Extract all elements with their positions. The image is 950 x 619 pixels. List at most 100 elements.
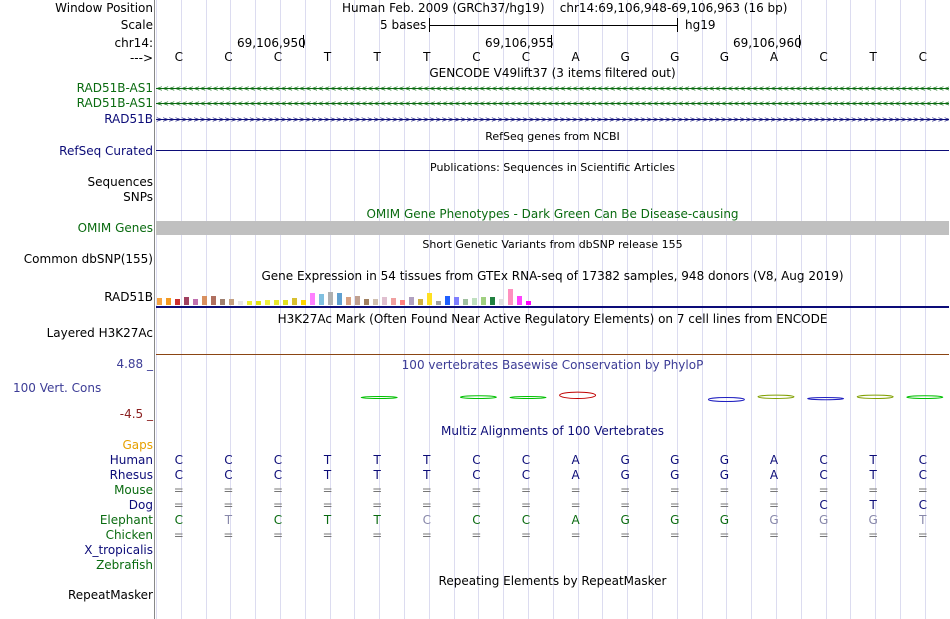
publications-label-sequences[interactable]: Sequences xyxy=(87,175,153,189)
gtex-bar[interactable] xyxy=(418,299,423,305)
gtex-bar[interactable] xyxy=(175,299,180,305)
gtex-bar[interactable] xyxy=(301,300,306,305)
gtex-bar[interactable] xyxy=(508,289,513,305)
multiz-species-label[interactable]: Chicken xyxy=(105,528,153,542)
phylop-mark[interactable] xyxy=(559,391,597,399)
h3k27ac-title: H3K27Ac Mark (Often Found Near Active Re… xyxy=(277,312,828,326)
phylop-mark[interactable] xyxy=(807,397,845,401)
multiz-base: G xyxy=(818,513,829,527)
omim-bar[interactable] xyxy=(156,221,949,235)
gtex-bar[interactable] xyxy=(256,301,261,305)
multiz-base: = xyxy=(669,483,680,497)
gencode-track-1[interactable]: <<<<<<<<<<<<<<<<<<<<<<<<<<<<<<<<<<<<<<<<… xyxy=(156,84,949,93)
gtex-bar[interactable] xyxy=(166,298,171,305)
dbsnp-label[interactable]: Common dbSNP(155) xyxy=(23,252,153,266)
grid-line xyxy=(280,0,281,619)
gtex-bar[interactable] xyxy=(364,299,369,305)
gtex-bar[interactable] xyxy=(193,299,198,305)
gtex-bar[interactable] xyxy=(265,300,270,305)
omim-label[interactable]: OMIM Genes xyxy=(77,221,153,235)
phylop-mark[interactable] xyxy=(757,394,795,399)
gtex-bar[interactable] xyxy=(310,293,315,305)
multiz-species-label[interactable]: Human xyxy=(109,453,153,467)
gtex-bar[interactable] xyxy=(427,293,432,305)
gtex-bar[interactable] xyxy=(184,297,189,305)
h3k27ac-label[interactable]: Layered H3K27Ac xyxy=(46,326,153,340)
multiz-species-label[interactable]: Zebrafish xyxy=(96,558,153,572)
gencode-track-3[interactable]: >>>>>>>>>>>>>>>>>>>>>>>>>>>>>>>>>>>>>>>>… xyxy=(156,115,949,124)
multiz-species-label[interactable]: X_tropicalis xyxy=(84,543,153,557)
gtex-bar[interactable] xyxy=(355,296,360,305)
gencode-label-2[interactable]: RAD51B-AS1 xyxy=(76,96,153,110)
gtex-bar[interactable] xyxy=(319,294,324,305)
phylop-plot[interactable] xyxy=(156,372,949,422)
phylop-mark[interactable] xyxy=(459,395,497,400)
gencode-label-3[interactable]: RAD51B xyxy=(104,112,153,126)
gtex-bar[interactable] xyxy=(229,299,234,305)
gtex-bar[interactable] xyxy=(472,298,477,305)
phylop-mark[interactable] xyxy=(707,397,745,402)
multiz-species-label[interactable]: Dog xyxy=(128,498,153,512)
gtex-bar[interactable] xyxy=(328,292,333,305)
phylop-mark[interactable] xyxy=(360,396,398,399)
gtex-bar[interactable] xyxy=(517,296,522,305)
gtex-bar-chart[interactable] xyxy=(157,284,557,305)
reference-base: G xyxy=(719,50,730,64)
gtex-bar[interactable] xyxy=(157,298,162,305)
gtex-bar[interactable] xyxy=(436,301,441,305)
gtex-bar[interactable] xyxy=(292,298,297,305)
gtex-bar[interactable] xyxy=(481,297,486,305)
grid-line xyxy=(850,0,852,619)
phylop-mark[interactable] xyxy=(856,394,894,399)
phylop-mark[interactable] xyxy=(906,395,944,400)
gtex-bar[interactable] xyxy=(409,297,414,305)
repeatmasker-label[interactable]: RepeatMasker xyxy=(67,588,153,602)
reference-base: C xyxy=(472,50,481,64)
multiz-base: T xyxy=(373,513,381,527)
gtex-bar[interactable] xyxy=(274,300,279,305)
phylop-mark[interactable] xyxy=(509,396,547,399)
gtex-label[interactable]: RAD51B xyxy=(104,290,153,304)
grid-line xyxy=(552,0,554,619)
ruler-pos-2: 69,106,955 xyxy=(485,36,554,50)
refseq-label[interactable]: RefSeq Curated xyxy=(59,144,153,158)
ruler-tick-2 xyxy=(551,35,552,48)
multiz-species-label[interactable]: Elephant xyxy=(99,513,153,527)
gtex-bar[interactable] xyxy=(202,296,207,305)
gtex-bar[interactable] xyxy=(346,297,351,305)
gtex-bar[interactable] xyxy=(400,300,405,305)
scale-bar xyxy=(429,25,677,26)
refseq-line[interactable] xyxy=(156,150,949,151)
h3k27ac-line[interactable] xyxy=(156,354,949,355)
gtex-bar[interactable] xyxy=(526,301,531,305)
multiz-species-label[interactable]: Mouse xyxy=(114,483,153,497)
gtex-bar[interactable] xyxy=(220,299,225,305)
gtex-bar[interactable] xyxy=(454,297,459,305)
gtex-bar[interactable] xyxy=(238,301,243,305)
multiz-gaps-label[interactable]: Gaps xyxy=(122,438,153,452)
phylop-label[interactable]: 100 Vert. Cons xyxy=(13,381,102,395)
gtex-bar[interactable] xyxy=(373,299,378,305)
gtex-bar[interactable] xyxy=(463,299,468,305)
gtex-bar[interactable] xyxy=(499,299,504,305)
multiz-base: = xyxy=(868,483,879,497)
gtex-bar[interactable] xyxy=(382,297,387,305)
grid-line xyxy=(304,0,306,619)
gtex-bar[interactable] xyxy=(391,298,396,305)
publications-label-snps[interactable]: SNPs xyxy=(123,190,153,204)
gencode-label-1[interactable]: RAD51B-AS1 xyxy=(76,81,153,95)
multiz-base: = xyxy=(223,498,234,512)
multiz-species-label[interactable]: Rhesus xyxy=(109,468,153,482)
gtex-bar[interactable] xyxy=(490,297,495,305)
gtex-bar[interactable] xyxy=(247,301,252,305)
gtex-bar[interactable] xyxy=(211,296,216,305)
gtex-bar[interactable] xyxy=(337,293,342,305)
phylop-title: 100 vertebrates Basewise Conservation by… xyxy=(401,358,704,372)
gtex-bar[interactable] xyxy=(445,296,450,305)
gencode-track-2[interactable]: <<<<<<<<<<<<<<<<<<<<<<<<<<<<<<<<<<<<<<<<… xyxy=(156,99,949,108)
multiz-base: T xyxy=(869,498,877,512)
scale-db: hg19 xyxy=(685,18,716,32)
multiz-base: T xyxy=(919,513,927,527)
reference-base: C xyxy=(918,50,927,64)
gtex-bar[interactable] xyxy=(283,300,288,305)
